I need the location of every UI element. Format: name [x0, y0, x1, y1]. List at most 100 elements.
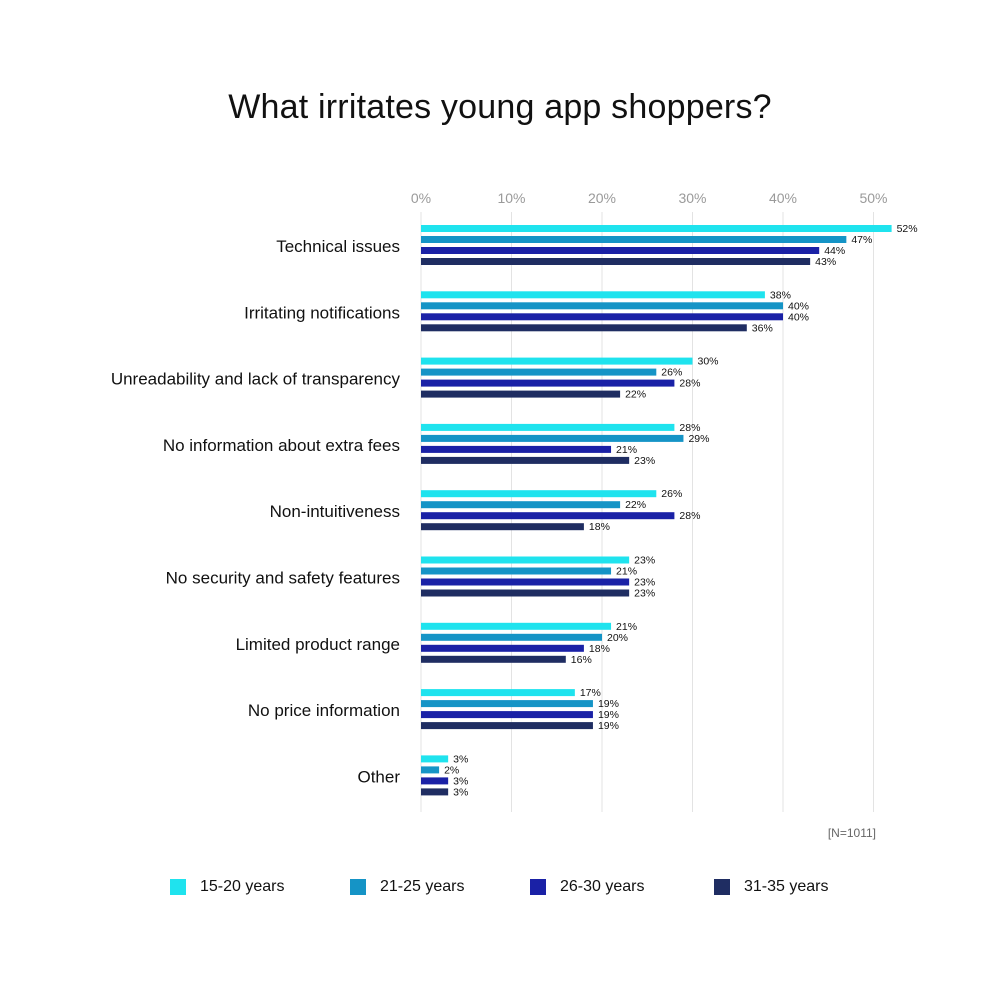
legend-label: 21-25 years [380, 878, 465, 895]
legend-item: 15-20 years [170, 878, 285, 896]
x-tick-label: 40% [769, 190, 797, 206]
bar [421, 313, 783, 321]
bar [421, 578, 630, 586]
legend-swatch [714, 879, 730, 895]
data-label: 22% [625, 499, 646, 511]
bar [421, 291, 765, 299]
data-label: 17% [580, 687, 601, 699]
bar [421, 445, 612, 453]
category-label: Limited product range [236, 635, 400, 654]
data-label: 23% [634, 555, 655, 567]
bar [421, 236, 847, 243]
data-label: 16% [571, 654, 592, 666]
chart-title: What irritates young app shoppers? [228, 88, 772, 126]
bar [421, 258, 811, 265]
bar [421, 357, 693, 365]
bar [421, 622, 612, 630]
category-label: No price information [248, 701, 400, 720]
data-label: 28% [679, 510, 700, 522]
data-label: 28% [679, 378, 700, 390]
x-tick-label: 20% [588, 190, 616, 206]
data-label: 52% [897, 223, 918, 235]
bar [421, 777, 449, 785]
legend-item: 31-35 years [714, 878, 829, 896]
category-label: No information about extra fees [163, 436, 400, 455]
bar [421, 501, 621, 509]
x-tick-label: 0% [411, 190, 431, 206]
bar [421, 655, 566, 663]
data-label: 19% [598, 720, 619, 732]
category-label: Non-intuitiveness [270, 502, 400, 521]
bar [421, 633, 602, 641]
data-label: 38% [770, 289, 791, 301]
bar [421, 711, 593, 719]
bar [421, 700, 593, 708]
data-label: 44% [824, 245, 845, 257]
category-label: Unreadability and lack of transparency [111, 370, 401, 389]
bar [421, 644, 584, 652]
bar [421, 755, 449, 763]
data-label: 36% [752, 322, 773, 334]
data-label: 22% [625, 389, 646, 401]
data-label: 23% [634, 577, 655, 589]
bar [421, 324, 747, 332]
legend-label: 31-35 years [744, 878, 829, 895]
data-label: 2% [444, 764, 459, 776]
bar [421, 512, 675, 520]
legend-label: 26-30 years [560, 878, 645, 895]
x-tick-label: 50% [859, 190, 887, 206]
data-label: 3% [453, 775, 468, 787]
bar [421, 722, 593, 730]
bar [421, 247, 820, 254]
data-label: 26% [661, 367, 682, 379]
data-label: 23% [634, 588, 655, 600]
data-label: 3% [453, 753, 468, 765]
category-label: Irritating notifications [244, 303, 400, 322]
legend-swatch [350, 879, 366, 895]
bar [421, 490, 657, 498]
data-label: 21% [616, 444, 637, 456]
bar [421, 390, 621, 398]
bar [421, 302, 783, 310]
bar [421, 556, 630, 564]
bar [421, 456, 630, 464]
legend-item: 26-30 years [530, 878, 645, 896]
data-label: 28% [679, 422, 700, 434]
data-label: 26% [661, 488, 682, 500]
legend-label: 15-20 years [200, 878, 285, 895]
bar [421, 689, 575, 697]
bar [421, 368, 657, 376]
legend-swatch [170, 879, 186, 895]
bar [421, 589, 630, 597]
bar [421, 225, 892, 232]
sample-size-note: [N=1011] [827, 826, 876, 840]
bar [421, 766, 440, 774]
data-label: 40% [788, 311, 809, 323]
bar [421, 423, 675, 431]
bar [421, 379, 675, 387]
data-label: 23% [634, 455, 655, 467]
category-label: Other [357, 767, 400, 786]
data-label: 47% [851, 234, 872, 246]
data-label: 21% [616, 621, 637, 633]
legend-item: 21-25 years [350, 878, 465, 896]
data-label: 20% [607, 632, 628, 644]
bar [421, 788, 449, 796]
bar [421, 434, 684, 442]
data-label: 30% [698, 356, 719, 368]
bar [421, 523, 584, 531]
data-label: 40% [788, 300, 809, 312]
data-label: 19% [598, 709, 619, 721]
legend-swatch [530, 879, 546, 895]
data-label: 29% [688, 433, 709, 445]
bar [421, 567, 612, 575]
category-label: No security and safety features [166, 569, 400, 588]
data-label: 18% [589, 521, 610, 533]
data-label: 3% [453, 786, 468, 798]
x-tick-label: 30% [678, 190, 706, 206]
data-label: 21% [616, 566, 637, 578]
data-label: 43% [815, 256, 836, 268]
category-label: Technical issues [276, 237, 400, 256]
x-tick-label: 10% [497, 190, 525, 206]
